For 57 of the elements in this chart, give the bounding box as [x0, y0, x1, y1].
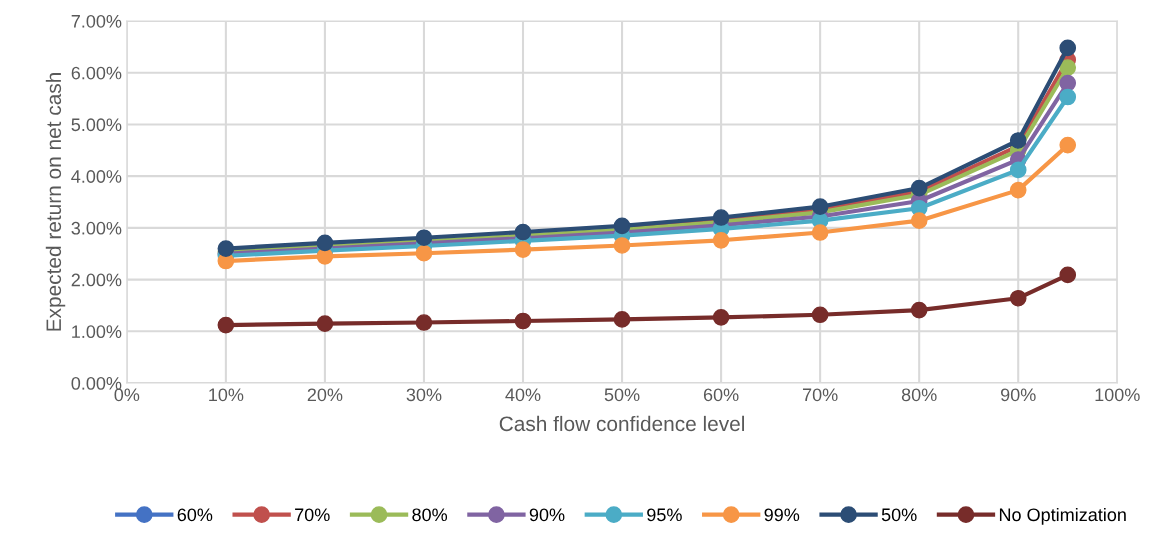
point [514, 241, 532, 258]
point [316, 234, 334, 252]
point [316, 315, 334, 332]
x-axis-title: Cash flow confidence level [499, 415, 744, 432]
y-tick-label: 4.00% [71, 170, 122, 183]
point [514, 312, 532, 330]
point [613, 237, 631, 254]
x-tick-label: 50% [604, 388, 640, 402]
point [712, 231, 730, 249]
x-tick-label: 0% [114, 388, 140, 402]
point [1059, 59, 1077, 76]
legend-label: 80% [412, 508, 448, 522]
point [811, 306, 829, 324]
x-tick-label: 40% [505, 388, 541, 402]
x-tick-label: 80% [901, 388, 937, 402]
x-tick-label: 90% [1000, 388, 1036, 402]
point [415, 244, 433, 262]
y-tick-label: 6.00% [71, 66, 122, 80]
point [811, 224, 829, 241]
y-tick-label: 7.00% [71, 14, 122, 28]
x-tick-label: 30% [406, 388, 442, 402]
x-tick-label: 20% [307, 388, 343, 402]
x-tick-label: 100% [1095, 388, 1140, 402]
point [1059, 39, 1077, 57]
point [1009, 289, 1027, 307]
point [712, 309, 730, 326]
point [1059, 136, 1077, 154]
point [1009, 181, 1027, 199]
y-axis-title: Expected return on net cash [45, 73, 66, 331]
x-tick-label: 60% [703, 388, 739, 402]
point [613, 311, 631, 328]
legend-label: 90% [529, 508, 565, 522]
legend-label: No Optimization [999, 507, 1126, 525]
y-tick-label: 1.00% [72, 325, 122, 339]
x-tick-label: 70% [802, 388, 838, 402]
y-tick-label: 0.00% [71, 376, 122, 390]
point [1009, 132, 1027, 149]
point [910, 212, 928, 229]
x-tick-label: 10% [209, 388, 244, 402]
legend-label: 70% [295, 508, 330, 522]
y-tick-label: 2.00% [71, 273, 122, 287]
y-tick-label: 3.00% [71, 221, 122, 235]
point [514, 223, 532, 241]
legend-label: 95% [647, 508, 682, 522]
point [1059, 88, 1077, 106]
legend-label: 50% [881, 508, 917, 522]
point [910, 301, 928, 319]
legend-label: 99% [764, 508, 800, 522]
point [1009, 161, 1027, 179]
legend-label: 60% [177, 508, 213, 522]
point [1059, 74, 1077, 92]
point [217, 316, 235, 334]
point [415, 314, 433, 331]
point [415, 229, 433, 247]
point [910, 179, 928, 197]
y-tick-label: 5.00% [71, 118, 122, 132]
point [1059, 266, 1077, 284]
